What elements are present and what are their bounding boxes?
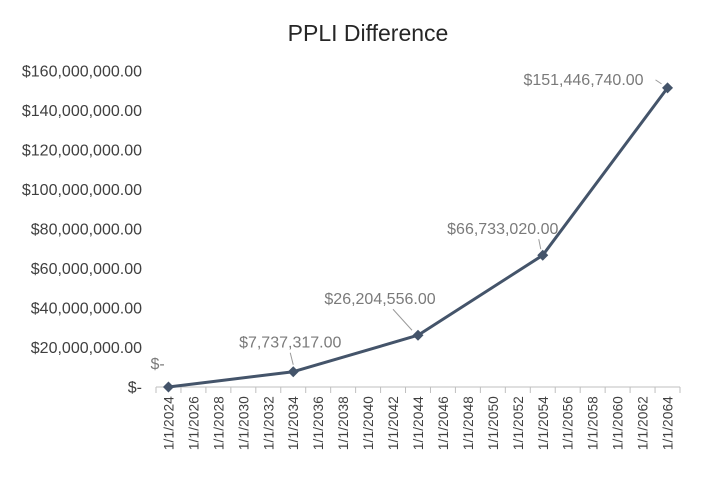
y-tick-label: $100,000,000.00 (22, 182, 142, 199)
y-tick-label: $120,000,000.00 (22, 143, 142, 160)
x-tick-label: 1/1/2044 (411, 396, 426, 450)
x-tick-label: 1/1/2048 (461, 396, 476, 450)
x-tick-label: 1/1/2040 (361, 396, 376, 450)
y-tick-label: $80,000,000.00 (31, 222, 142, 239)
data-label: $7,737,317.00 (239, 335, 341, 352)
series-marker (162, 381, 174, 393)
x-axis-ticks: 1/1/2024 1/1/2026 1/1/2028 1/1/2030 1/1/2032… (155, 387, 681, 450)
x-tick-label: 1/1/2028 (211, 396, 226, 450)
series-group (162, 82, 674, 393)
y-tick-label: $- (128, 380, 142, 397)
x-tick-label: 1/1/2062 (636, 396, 651, 450)
x-tick-label: 1/1/2038 (336, 396, 351, 450)
x-tick-label: 1/1/2050 (486, 396, 501, 450)
y-tick-label: $40,000,000.00 (31, 301, 142, 318)
x-tick-label: 1/1/2058 (586, 396, 601, 450)
x-tick-label: 1/1/2056 (561, 396, 576, 450)
y-tick-label: $140,000,000.00 (22, 103, 142, 120)
series-marker (412, 329, 424, 341)
data-label-leader (538, 239, 542, 250)
x-tick-label: 1/1/2042 (386, 396, 401, 450)
series-marker (537, 249, 549, 261)
x-tick-label: 1/1/2060 (611, 396, 626, 450)
data-label-leader (289, 352, 294, 365)
y-tick-label: $60,000,000.00 (31, 261, 142, 278)
data-label-leader (392, 308, 413, 331)
series-marker (662, 82, 674, 94)
y-axis-ticks: $- $20,000,000.00 $40,000,000.00 $60,000,00… (22, 64, 142, 397)
x-tick-label: 1/1/2046 (436, 396, 451, 450)
x-tick-label: 1/1/2034 (286, 396, 301, 450)
x-tick-label: 1/1/2026 (186, 396, 201, 450)
chart-title: PPLI Difference (288, 20, 449, 46)
data-labels: $- $7,737,317.00 $26,204,556.00 $66,733,020… (150, 72, 662, 373)
y-tick-label: $20,000,000.00 (31, 340, 142, 357)
x-tick-label: 1/1/2054 (536, 396, 551, 450)
x-tick-label: 1/1/2036 (311, 396, 326, 450)
x-tick-label: 1/1/2052 (511, 396, 526, 450)
data-label: $151,446,740.00 (523, 72, 643, 89)
data-label: $- (150, 356, 164, 373)
data-label-leader (655, 79, 662, 85)
x-tick-label: 1/1/2064 (661, 396, 676, 450)
x-tick-label: 1/1/2032 (261, 396, 276, 450)
x-tick-label: 1/1/2024 (161, 396, 176, 450)
x-tick-label: 1/1/2030 (236, 396, 251, 450)
y-tick-label: $160,000,000.00 (22, 64, 142, 81)
data-label: $26,204,556.00 (324, 291, 435, 308)
data-label: $66,733,020.00 (447, 221, 558, 238)
series-marker (287, 366, 299, 378)
